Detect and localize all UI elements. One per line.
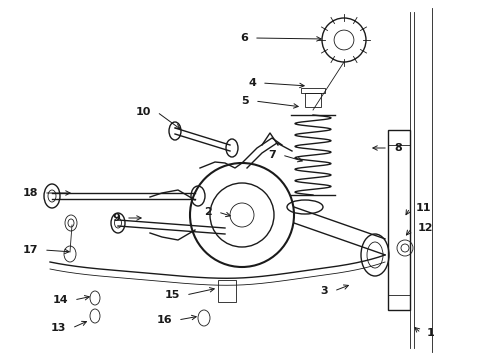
Text: 14: 14	[52, 295, 68, 305]
Bar	[305, 93, 321, 107]
Bar	[301, 88, 325, 93]
Text: 13: 13	[50, 323, 66, 333]
Text: 18: 18	[23, 188, 38, 198]
Bar	[218, 280, 236, 302]
Text: 9: 9	[112, 213, 120, 223]
Text: 8: 8	[394, 143, 402, 153]
Text: 16: 16	[156, 315, 172, 325]
Text: 3: 3	[320, 286, 328, 296]
Text: 10: 10	[136, 107, 151, 117]
Text: 11: 11	[416, 203, 432, 213]
Text: 6: 6	[240, 33, 248, 43]
Text: 5: 5	[242, 96, 249, 106]
Text: 4: 4	[248, 78, 256, 88]
Text: 12: 12	[418, 223, 434, 233]
Text: 17: 17	[23, 245, 38, 255]
Text: 15: 15	[165, 290, 180, 300]
Text: 2: 2	[204, 207, 212, 217]
Text: 1: 1	[427, 328, 435, 338]
Text: 7: 7	[268, 150, 276, 160]
Bar	[388, 130, 410, 310]
